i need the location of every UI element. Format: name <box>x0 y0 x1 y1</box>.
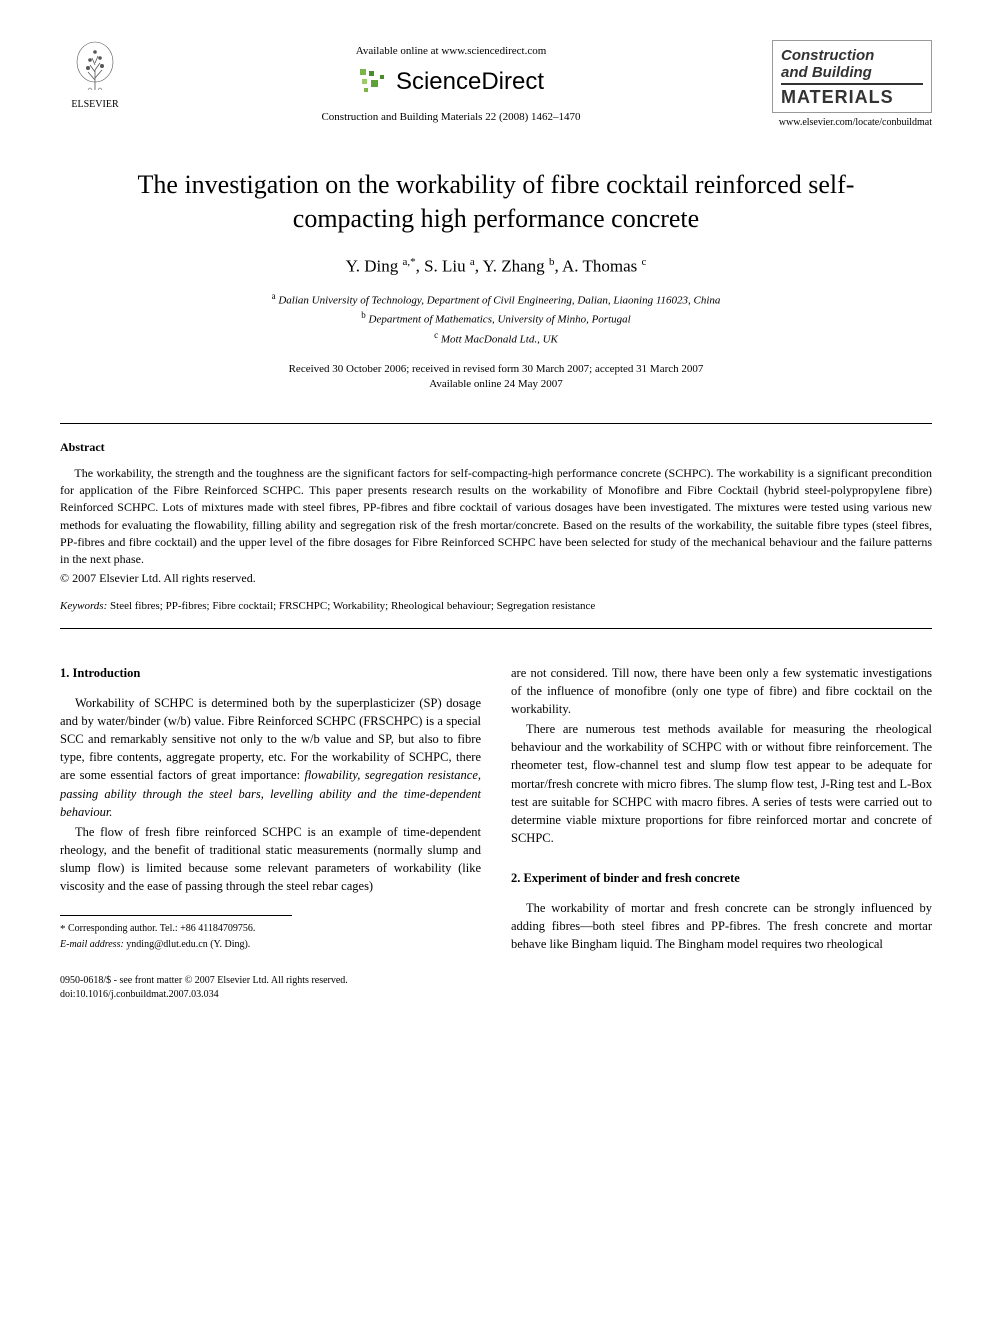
footer-line1: 0950-0618/$ - see front matter © 2007 El… <box>60 974 932 988</box>
abstract-heading: Abstract <box>60 440 932 455</box>
sciencedirect-text: ScienceDirect <box>396 68 544 96</box>
cover-line2: and Building <box>781 64 923 85</box>
publisher-logo: ELSEVIER <box>60 40 130 110</box>
cover-line3: MATERIALS <box>781 87 923 108</box>
corr-email: E-mail address: ynding@dlut.edu.cn (Y. D… <box>60 938 292 952</box>
article-title: The investigation on the workability of … <box>80 168 912 236</box>
intro-para-1: Workability of SCHPC is determined both … <box>60 694 481 821</box>
column-left: 1. Introduction Workability of SCHPC is … <box>60 664 481 956</box>
journal-url: www.elsevier.com/locate/conbuildmat <box>772 117 932 128</box>
journal-cover: Construction and Building MATERIALS <box>772 40 932 113</box>
keywords-text: Steel fibres; PP-fibres; Fibre cocktail;… <box>107 600 595 612</box>
rule-top <box>60 423 932 424</box>
keywords-label: Keywords: <box>60 600 107 612</box>
available-online-text: Available online at www.sciencedirect.co… <box>130 45 772 57</box>
intro-para-3: There are numerous test methods availabl… <box>511 720 932 847</box>
elsevier-tree-icon <box>70 40 120 95</box>
abstract-text: The workability, the strength and the to… <box>60 465 932 569</box>
keywords: Keywords: Steel fibres; PP-fibres; Fibre… <box>60 600 932 612</box>
column-right: are not considered. Till now, there have… <box>511 664 932 956</box>
journal-cover-block: Construction and Building MATERIALS www.… <box>772 40 932 128</box>
corr-line: * Corresponding author. Tel.: +86 411847… <box>60 922 292 937</box>
authors-line: Y. Ding a,*, S. Liu a, Y. Zhang b, A. Th… <box>60 256 932 277</box>
available-date: Available online 24 May 2007 <box>60 377 932 392</box>
affiliations: a Dalian University of Technology, Depar… <box>60 290 932 347</box>
footer-line2: doi:10.1016/j.conbuildmat.2007.03.034 <box>60 988 932 1002</box>
header-center: Available online at www.sciencedirect.co… <box>130 40 772 123</box>
affiliation-b: b Department of Mathematics, University … <box>60 309 932 328</box>
received-date: Received 30 October 2006; received in re… <box>60 362 932 377</box>
exp-para-1: The workability of mortar and fresh conc… <box>511 899 932 953</box>
journal-reference: Construction and Building Materials 22 (… <box>130 111 772 123</box>
page-footer: 0950-0618/$ - see front matter © 2007 El… <box>60 974 932 1002</box>
section-1-heading: 1. Introduction <box>60 664 481 682</box>
publisher-name: ELSEVIER <box>60 99 130 110</box>
affiliation-a: a Dalian University of Technology, Depar… <box>60 290 932 309</box>
article-header: ELSEVIER Available online at www.science… <box>60 40 932 128</box>
section-2-heading: 2. Experiment of binder and fresh concre… <box>511 869 932 887</box>
corresponding-author-footer: * Corresponding author. Tel.: +86 411847… <box>60 915 292 951</box>
intro-para-2-cont: are not considered. Till now, there have… <box>511 664 932 718</box>
sciencedirect-icon <box>358 67 388 97</box>
rule-bottom <box>60 628 932 629</box>
body-columns: 1. Introduction Workability of SCHPC is … <box>60 664 932 956</box>
sciencedirect-brand: ScienceDirect <box>130 67 772 97</box>
intro-para-2: The flow of fresh fibre reinforced SCHPC… <box>60 823 481 896</box>
copyright-line: © 2007 Elsevier Ltd. All rights reserved… <box>60 571 932 586</box>
cover-line1: Construction <box>781 47 923 64</box>
article-dates: Received 30 October 2006; received in re… <box>60 362 932 393</box>
affiliation-c: c Mott MacDonald Ltd., UK <box>60 329 932 348</box>
